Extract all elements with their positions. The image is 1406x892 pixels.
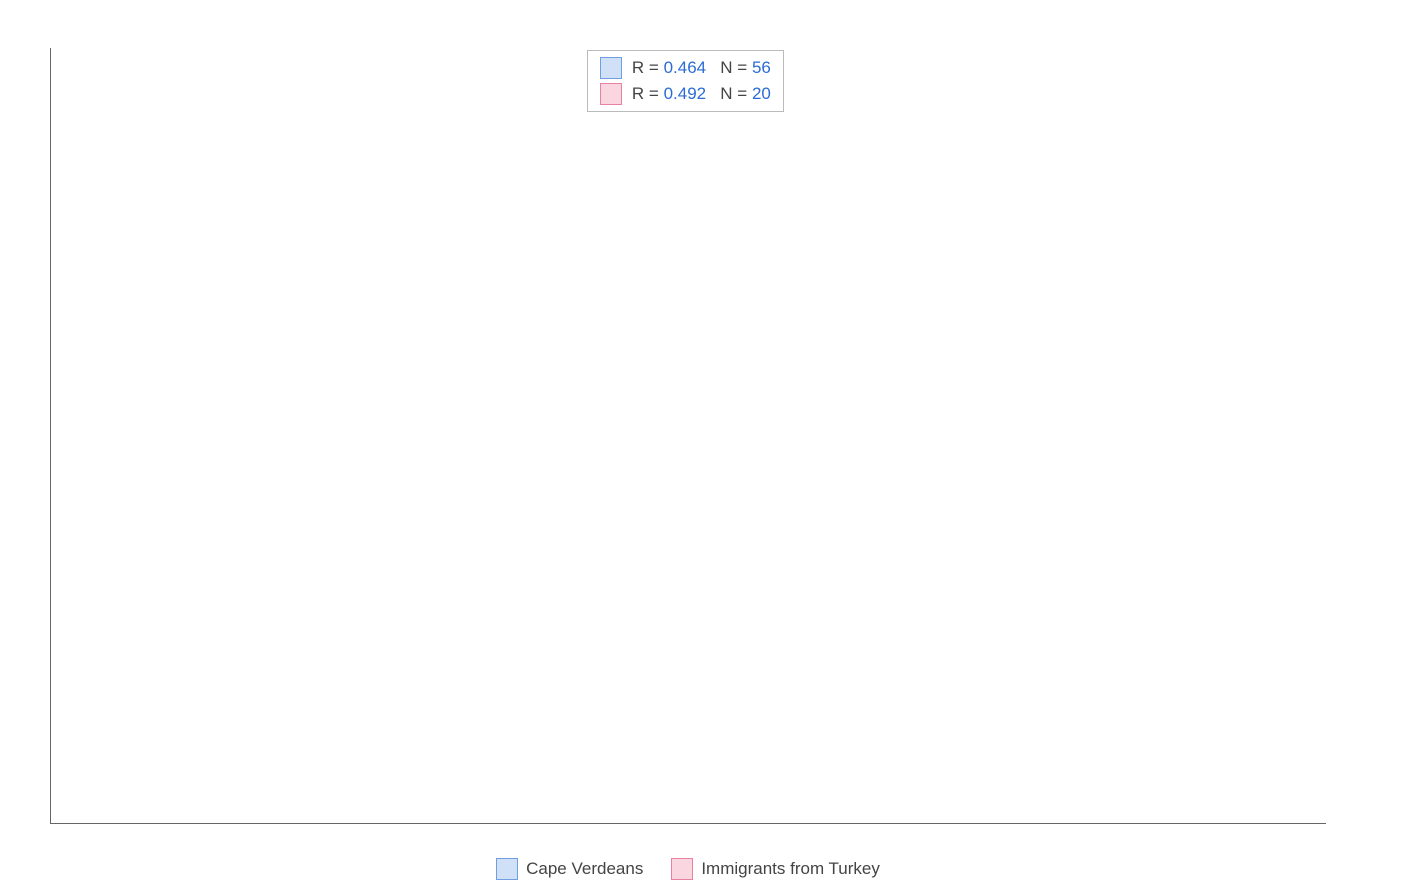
bottom-legend-item: Cape Verdeans [496,858,643,880]
plot-area: R = 0.464 N = 56R = 0.492 N = 20 [50,48,1326,824]
correlation-legend: R = 0.464 N = 56R = 0.492 N = 20 [587,50,784,112]
legend-r-label: R = 0.492 N = 20 [632,81,771,107]
header [12,10,1394,40]
legend-swatch [600,83,622,105]
legend-label: Immigrants from Turkey [701,859,880,879]
trendlines-svg [51,48,1326,823]
legend-row: R = 0.492 N = 20 [600,81,771,107]
legend-swatch [496,858,518,880]
bottom-legend-item: Immigrants from Turkey [671,858,880,880]
legend-r-label: R = 0.464 N = 56 [632,55,771,81]
legend-swatch [671,858,693,880]
legend-label: Cape Verdeans [526,859,643,879]
legend-swatch [600,57,622,79]
legend-row: R = 0.464 N = 56 [600,55,771,81]
bottom-legend: Cape Verdeans Immigrants from Turkey [50,858,1326,880]
